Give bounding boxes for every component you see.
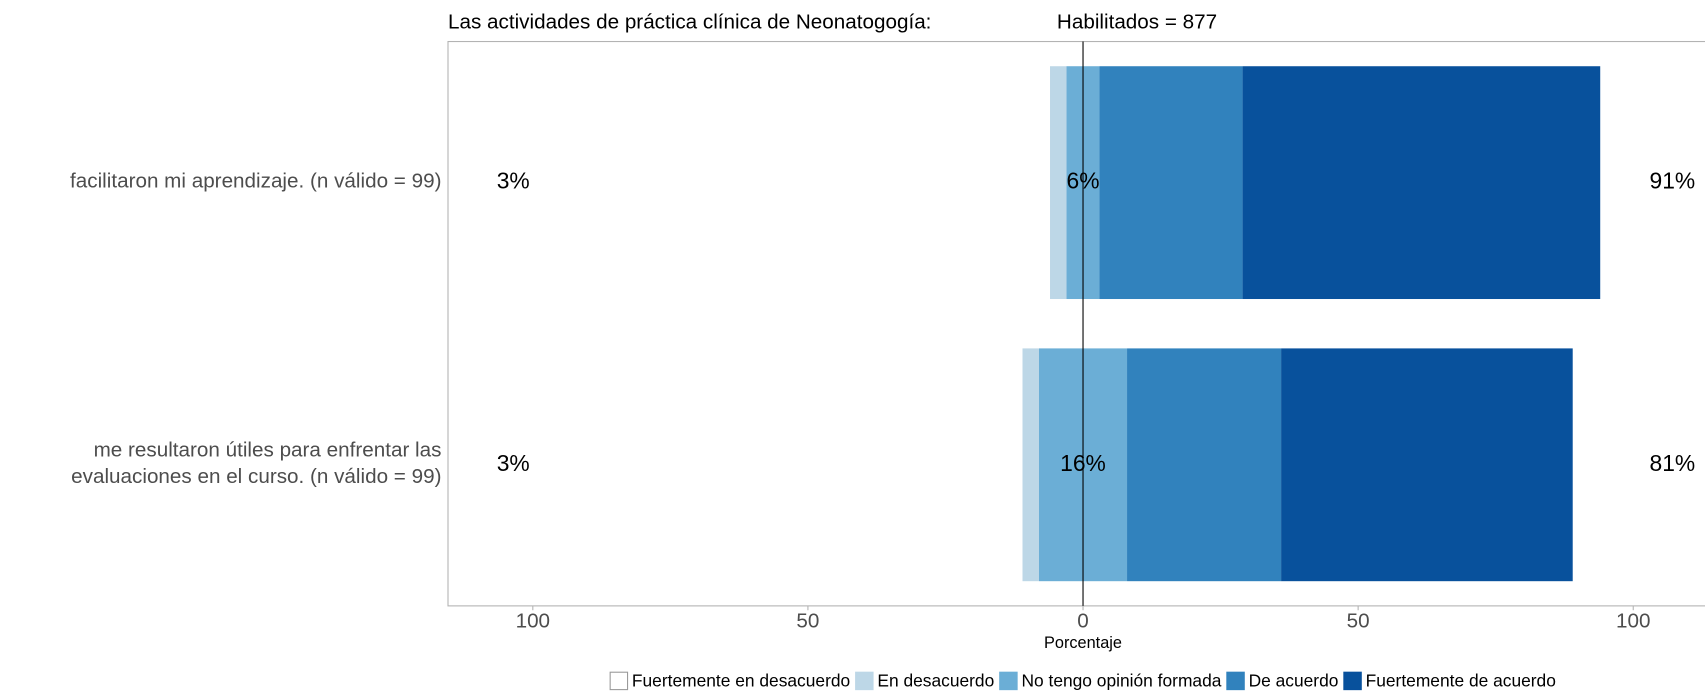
- bar-segment: [1281, 348, 1573, 582]
- y-tick-label: me resultaron útiles para enfrentar las e…: [71, 439, 441, 488]
- chart-title: Las actividades de práctica clínica de N…: [448, 11, 931, 34]
- total-label: 91%: [1650, 168, 1696, 194]
- x-tick-label: 50: [796, 610, 819, 633]
- bar-segment: [1022, 348, 1040, 582]
- total-label: 81%: [1650, 450, 1696, 476]
- legend-swatch: [999, 671, 1018, 691]
- x-axis-label: Porcentaje: [1044, 634, 1122, 652]
- x-tick-label: 0: [1077, 610, 1089, 633]
- y-tick-label: facilitaron mi aprendizaje. (n válido = …: [70, 170, 441, 193]
- legend-label: De acuerdo: [1249, 671, 1339, 691]
- legend-label: En desacuerdo: [877, 671, 994, 691]
- legend-swatch: [1343, 671, 1362, 691]
- legend: Fuertemente en desacuerdo En desacuerdo No…: [609, 671, 1556, 691]
- legend-swatch: [855, 671, 874, 691]
- chart-subtitle: Habilitados = 877: [1057, 11, 1217, 34]
- x-tick-label: 50: [1347, 610, 1370, 633]
- legend-swatch: [609, 671, 629, 691]
- legend-label: No tengo opinión formada: [1021, 671, 1221, 691]
- x-tick-label: 100: [1616, 610, 1650, 633]
- total-label: 3%: [497, 450, 530, 476]
- legend-label: Fuertemente de acuerdo: [1366, 671, 1556, 691]
- bar-segment: [1127, 348, 1282, 582]
- legend-swatch: [1226, 671, 1245, 691]
- bar-segment: [1050, 66, 1067, 300]
- x-tick-label: 100: [516, 610, 550, 633]
- total-label: 3%: [497, 168, 530, 194]
- legend-label: Fuertemente en desacuerdo: [632, 671, 850, 691]
- bar-segment: [1099, 66, 1243, 300]
- plot-frame: [447, 40, 1705, 607]
- bar-segment: [1242, 66, 1601, 300]
